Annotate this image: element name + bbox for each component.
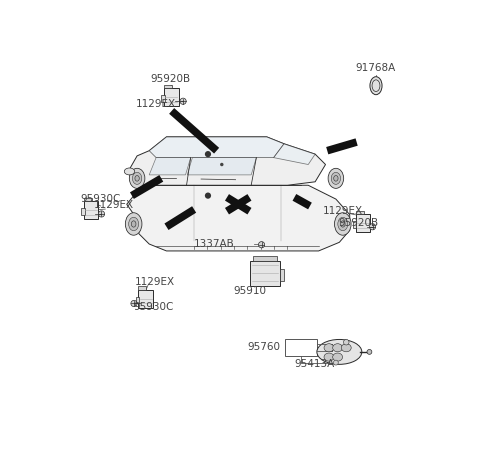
Bar [138,286,146,290]
Text: 91768A: 91768A [356,63,396,73]
Polygon shape [130,137,325,185]
Text: 95413A: 95413A [294,359,335,369]
Bar [138,290,153,308]
Ellipse shape [328,168,344,189]
Bar [136,297,139,303]
Ellipse shape [125,213,142,235]
Text: 95920B: 95920B [151,74,191,84]
Ellipse shape [129,168,145,189]
Ellipse shape [324,353,334,361]
Ellipse shape [324,343,334,352]
Polygon shape [187,158,256,175]
Bar [161,95,165,101]
Ellipse shape [132,172,142,185]
Bar [280,269,284,281]
Polygon shape [149,137,284,158]
Ellipse shape [333,353,343,361]
Bar [84,198,92,201]
Circle shape [258,242,264,248]
Polygon shape [127,185,350,251]
Ellipse shape [129,217,139,231]
Ellipse shape [338,217,348,231]
Bar [285,339,316,357]
Ellipse shape [333,343,343,352]
Bar [81,208,84,215]
Text: 1129EX: 1129EX [323,206,363,216]
Circle shape [344,339,349,345]
Text: 1129EX: 1129EX [134,277,174,287]
Bar [84,201,98,219]
Circle shape [205,151,211,157]
Bar [164,85,172,88]
Circle shape [370,224,376,230]
Circle shape [220,163,224,166]
Text: 95920B: 95920B [339,218,379,228]
Ellipse shape [331,172,340,185]
Text: 95930C: 95930C [133,302,174,312]
Ellipse shape [124,168,135,175]
Bar [253,256,277,261]
Polygon shape [274,144,315,164]
Text: 1337AB: 1337AB [193,239,234,249]
Bar [164,88,179,106]
Ellipse shape [317,339,362,364]
Ellipse shape [135,176,139,181]
Circle shape [98,211,105,217]
Bar [251,261,280,286]
Text: 1129EX: 1129EX [94,200,134,210]
Bar [356,214,370,232]
Bar [353,221,356,228]
Circle shape [131,300,137,307]
Ellipse shape [334,176,338,181]
Ellipse shape [335,213,351,235]
Text: 1129EX: 1129EX [136,99,176,110]
Circle shape [205,193,211,199]
Ellipse shape [370,77,382,95]
Text: 95910: 95910 [233,286,266,296]
Polygon shape [149,158,191,175]
Text: 95760: 95760 [248,342,281,352]
Circle shape [334,360,338,365]
Ellipse shape [341,343,351,352]
Ellipse shape [132,221,136,227]
Text: 95930C: 95930C [81,194,121,204]
Bar [356,211,363,214]
Circle shape [367,349,372,354]
Ellipse shape [340,221,345,227]
Circle shape [180,98,186,104]
